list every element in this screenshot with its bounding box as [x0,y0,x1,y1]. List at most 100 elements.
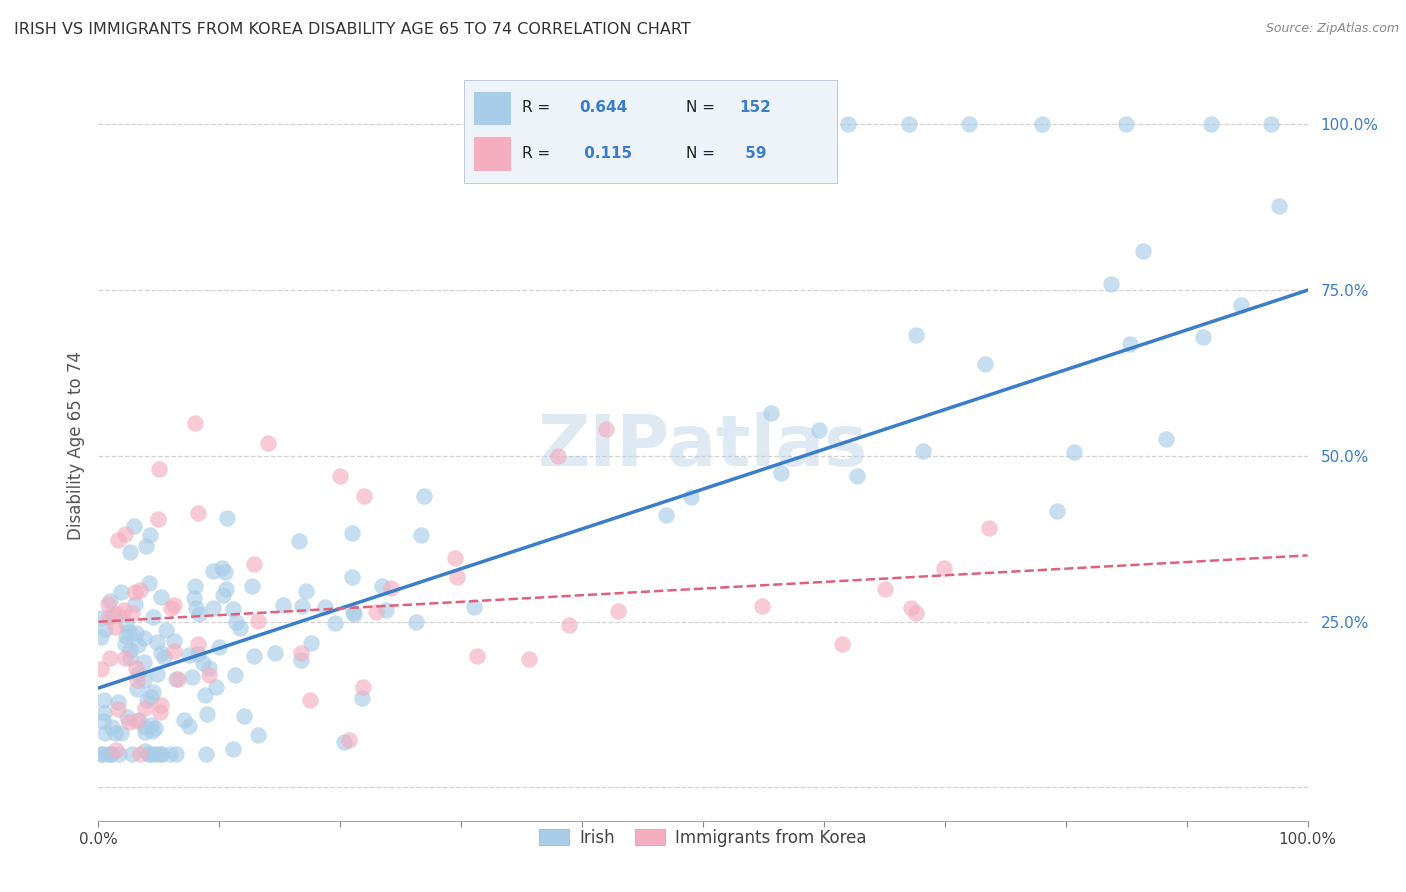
Point [150,747,173,762]
Point [215,582,238,596]
Point [957,117,980,131]
Point [1046,504,1069,518]
Point [759,406,782,420]
Point [187,506,209,520]
Point [132,656,155,670]
Point [1132,244,1154,259]
Point [159,747,181,762]
Point [93,706,115,720]
Point [1154,432,1177,446]
Point [124,598,146,612]
Point [98,594,121,608]
Point [125,714,148,728]
Point [100,747,122,762]
Point [897,117,920,131]
Point [125,661,148,675]
Y-axis label: Disability Age 65 to 74: Disability Age 65 to 74 [66,351,84,541]
Point [446,570,468,584]
Point [134,720,156,734]
Point [135,539,157,553]
Point [215,511,238,525]
Point [97,597,120,611]
Point [90,747,112,762]
Point [905,328,928,343]
Point [114,616,136,631]
Point [905,606,928,620]
Point [242,579,264,593]
Point [104,726,127,740]
Point [167,672,190,686]
Point [181,670,204,684]
Point [837,117,859,131]
Point [138,747,160,762]
Point [197,661,219,675]
Point [145,747,167,762]
Point [288,533,311,548]
Point [264,646,287,660]
Point [343,607,366,621]
Point [211,588,233,602]
Point [198,668,221,682]
Point [141,723,163,738]
Text: 0.644: 0.644 [579,101,627,115]
Point [149,747,172,762]
Point [467,648,489,663]
Point [90,747,112,762]
Point [337,733,360,747]
Point [101,720,124,734]
Point [132,632,155,646]
Point [125,625,148,640]
Point [668,117,690,131]
Point [91,714,114,729]
Point [187,637,209,651]
Point [120,545,142,559]
Point [90,631,112,645]
Point [353,489,375,503]
Text: R =: R = [522,101,555,115]
Point [1229,298,1251,312]
Point [128,713,150,727]
Point [127,667,149,681]
Point [222,742,245,756]
Point [107,607,129,621]
Point [107,533,129,547]
Point [127,638,149,652]
Point [340,526,363,541]
Point [1192,329,1215,343]
Point [124,585,146,599]
Point [202,565,225,579]
Point [98,651,121,665]
Point [107,695,129,709]
Point [224,668,246,682]
Bar [474,136,510,170]
Point [125,682,148,697]
Point [138,576,160,591]
Point [183,591,205,605]
Point [141,610,163,624]
Point [243,558,266,572]
Point [1099,277,1122,291]
Point [846,469,869,483]
Point [243,648,266,663]
Point [129,582,152,597]
Point [149,706,172,720]
Point [98,610,121,624]
Point [121,747,143,762]
Point [380,581,402,595]
Text: N =: N = [686,101,720,115]
Point [115,709,138,723]
Point [134,701,156,715]
Point [195,706,218,721]
Point [229,621,252,635]
Point [155,623,177,637]
Point [107,747,129,762]
Point [139,528,162,542]
Point [692,117,714,131]
Point [1119,337,1142,351]
Point [173,713,195,727]
Point [1260,117,1282,131]
Point [139,690,162,705]
Point [100,747,122,762]
Point [412,489,434,503]
Point [112,603,135,617]
